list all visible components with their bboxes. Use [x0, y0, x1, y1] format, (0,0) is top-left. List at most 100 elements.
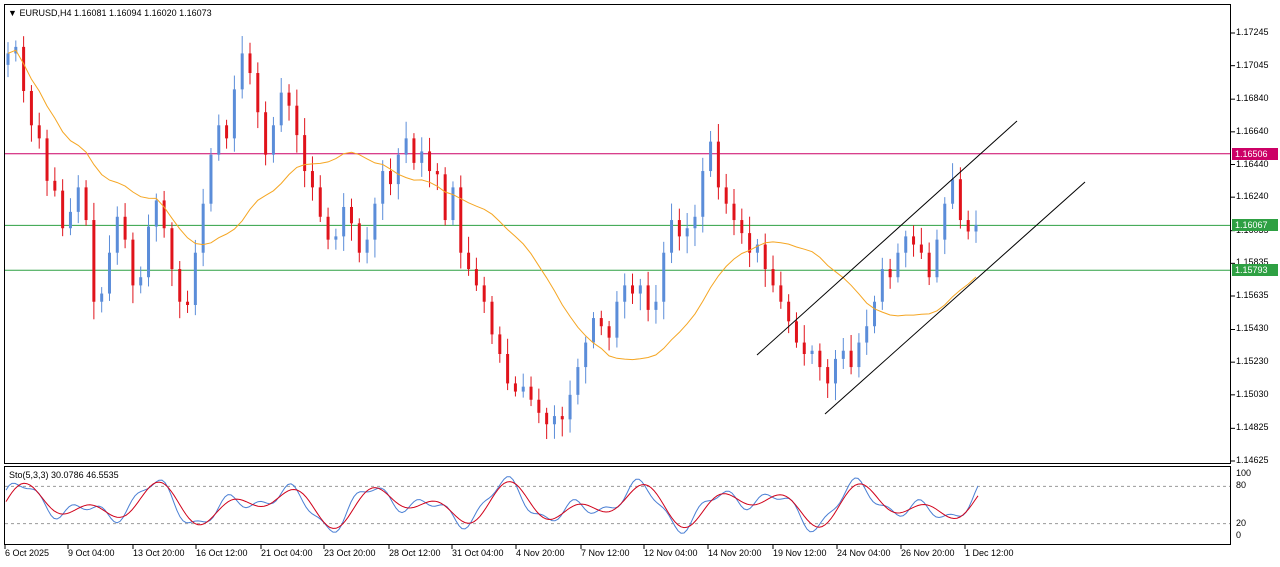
chart-header: ▼ EURUSD,H4 1.16081 1.16094 1.16020 1.16…	[8, 8, 212, 18]
time-label: 12 Nov 04:00	[644, 548, 698, 558]
candle-body	[537, 399, 541, 413]
moving-average-line	[7, 49, 977, 361]
candle-body	[607, 326, 611, 338]
stochastic-level-label: 0	[1236, 530, 1242, 540]
candle-body	[685, 228, 689, 237]
candle-body	[107, 252, 111, 294]
candle-body	[662, 252, 666, 302]
candle-body	[45, 138, 49, 181]
candle-body	[865, 326, 869, 343]
candle-body	[396, 154, 400, 185]
candle-body	[974, 224, 978, 232]
time-label: 9 Oct 04:00	[68, 548, 115, 558]
candle-body	[958, 179, 962, 221]
horizontal-level-badge: 1.15793	[1232, 264, 1278, 277]
candle-body	[154, 200, 158, 227]
candle-body	[701, 171, 705, 217]
candle-body	[412, 138, 416, 163]
channel-upper-line	[756, 120, 1018, 356]
stochastic-level-label: 100	[1236, 468, 1252, 478]
candle-body	[232, 89, 236, 139]
candle-body	[490, 301, 494, 335]
candle-body	[225, 125, 229, 139]
candle-body	[178, 269, 182, 302]
time-label: 13 Oct 20:00	[133, 548, 185, 558]
candle-body	[22, 46, 26, 91]
candle-body	[943, 203, 947, 240]
candle-body	[873, 301, 877, 327]
candle-body	[966, 220, 970, 232]
ohlc-close: 1.16073	[179, 8, 212, 18]
price-label: 1.16240	[1236, 191, 1269, 202]
candle-body	[420, 151, 424, 163]
candle-body	[771, 269, 775, 286]
candle-body	[131, 239, 135, 286]
candle-body	[904, 236, 908, 253]
candle-body	[709, 141, 713, 172]
candle-body	[740, 220, 744, 234]
time-label: 14 Nov 20:00	[708, 548, 762, 558]
horizontal-level-badge: 1.16506	[1232, 147, 1278, 160]
candle-body	[357, 223, 361, 253]
time-label: 4 Nov 20:00	[516, 548, 565, 558]
price-label: 1.15030	[1236, 388, 1269, 399]
time-label: 21 Oct 04:00	[261, 548, 313, 558]
candle-body	[506, 354, 510, 384]
ohlc-high: 1.16094	[109, 8, 142, 18]
candle-body	[404, 138, 408, 155]
candle-body	[68, 211, 72, 229]
chart-menu-arrow-icon[interactable]: ▼	[8, 8, 17, 18]
candle-body	[818, 350, 822, 368]
candle-body	[615, 301, 619, 338]
candle-body	[201, 203, 205, 253]
candle-body	[810, 350, 814, 354]
candle-body	[748, 233, 752, 253]
candle-body	[888, 269, 892, 278]
candle-body	[123, 216, 127, 240]
candle-body	[779, 285, 783, 302]
time-label: 31 Oct 04:00	[452, 548, 504, 558]
candle-body	[474, 269, 478, 286]
candle-body	[92, 220, 96, 302]
time-label: 1 Dec 12:00	[965, 548, 1014, 558]
candle-body	[521, 386, 525, 392]
price-label: 1.16440	[1236, 158, 1269, 169]
candle-body	[100, 293, 104, 302]
price-label: 1.14825	[1236, 422, 1269, 433]
time-label: 24 Nov 04:00	[837, 548, 891, 558]
candle-body	[927, 252, 931, 278]
candle-body	[763, 244, 767, 270]
candle-body	[631, 285, 635, 294]
candle-body	[833, 358, 837, 384]
stochastic-level-label: 20	[1236, 517, 1247, 528]
price-label: 1.16840	[1236, 93, 1269, 104]
candle-body	[857, 342, 861, 368]
time-label: 19 Nov 12:00	[773, 548, 827, 558]
candle-body	[264, 112, 268, 155]
candle-body	[389, 171, 393, 185]
price-label: 1.14625	[1236, 455, 1269, 465]
symbol-timeframe: EURUSD,H4	[19, 8, 72, 18]
candle-body	[334, 236, 338, 240]
candle-body	[61, 190, 65, 229]
candle-body	[256, 73, 260, 113]
candle-body	[193, 252, 197, 305]
candle-body	[303, 135, 307, 172]
candle-body	[295, 105, 299, 136]
time-label: 16 Oct 12:00	[196, 548, 248, 558]
candle-body	[584, 342, 588, 368]
candle-body	[912, 236, 916, 245]
candle-body	[115, 216, 119, 253]
candle-body	[373, 203, 377, 240]
price-chart-panel[interactable]	[4, 4, 1231, 464]
candle-body	[84, 187, 88, 221]
candle-body	[6, 53, 10, 65]
stochastic-panel[interactable]	[4, 466, 1231, 545]
candle-body	[53, 180, 57, 191]
candle-body	[498, 334, 502, 354]
candle-body	[326, 216, 330, 240]
time-label: 7 Nov 12:00	[581, 548, 630, 558]
candle-body	[170, 228, 174, 270]
candle-body	[623, 285, 627, 302]
